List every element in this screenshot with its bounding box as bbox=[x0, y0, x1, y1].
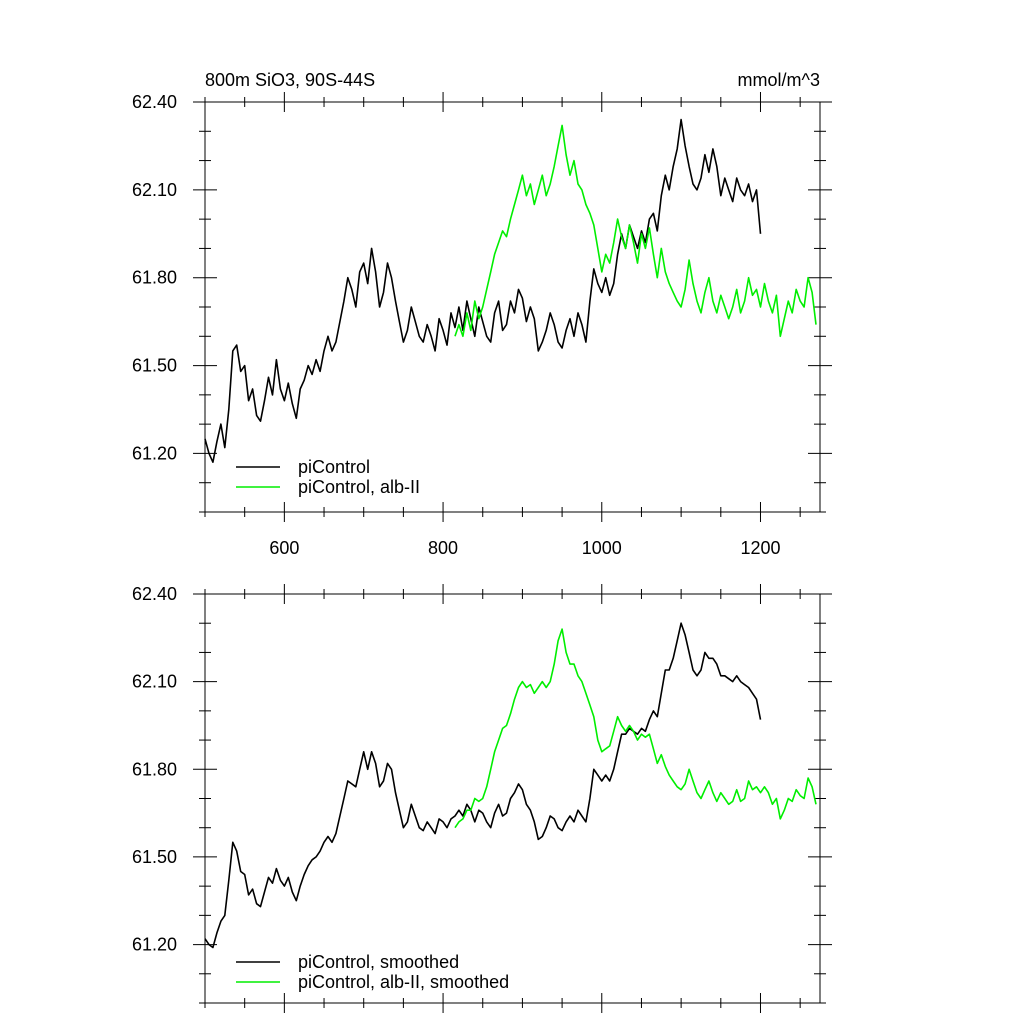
top-panel: 600 800 1000 1200 61.20 61.50 61.80 62.10 62.40 p… bbox=[132, 92, 832, 558]
y-tick-label: 61.50 bbox=[132, 847, 177, 867]
x-tick-label: 1000 bbox=[582, 538, 622, 558]
legend-label-1: piControl, alb-II, smoothed bbox=[298, 972, 509, 992]
y-tick-label: 61.80 bbox=[132, 759, 177, 779]
y-tick-label: 62.40 bbox=[132, 92, 177, 112]
series-line-0 bbox=[204, 118, 762, 464]
y-tick-label: 61.80 bbox=[132, 268, 177, 288]
y-tick-label: 62.10 bbox=[132, 672, 177, 692]
chart-title: 800m SiO3, 90S-44S bbox=[205, 70, 375, 90]
x-tick-label: 800 bbox=[428, 538, 458, 558]
units-label: mmol/m^3 bbox=[738, 70, 820, 90]
series-line-1 bbox=[454, 124, 817, 338]
y-tick-label: 62.40 bbox=[132, 584, 177, 604]
y-tick-label: 61.20 bbox=[132, 935, 177, 955]
legend-label-0: piControl bbox=[298, 457, 370, 477]
plot-frame bbox=[204, 593, 821, 1004]
y-tick-label: 61.50 bbox=[132, 356, 177, 376]
legend-label-1: piControl, alb-II bbox=[298, 477, 420, 497]
legend-label-0: piControl, smoothed bbox=[298, 952, 459, 972]
series-line-0 bbox=[204, 622, 762, 949]
x-tick-label: 1200 bbox=[740, 538, 780, 558]
y-tick-label: 61.20 bbox=[132, 443, 177, 463]
series-line-1 bbox=[454, 628, 817, 829]
bottom-panel: 61.20 61.50 61.80 62.10 62.40 piControl, smoo… bbox=[132, 584, 832, 1013]
x-tick-label: 600 bbox=[269, 538, 299, 558]
y-tick-label: 62.10 bbox=[132, 180, 177, 200]
